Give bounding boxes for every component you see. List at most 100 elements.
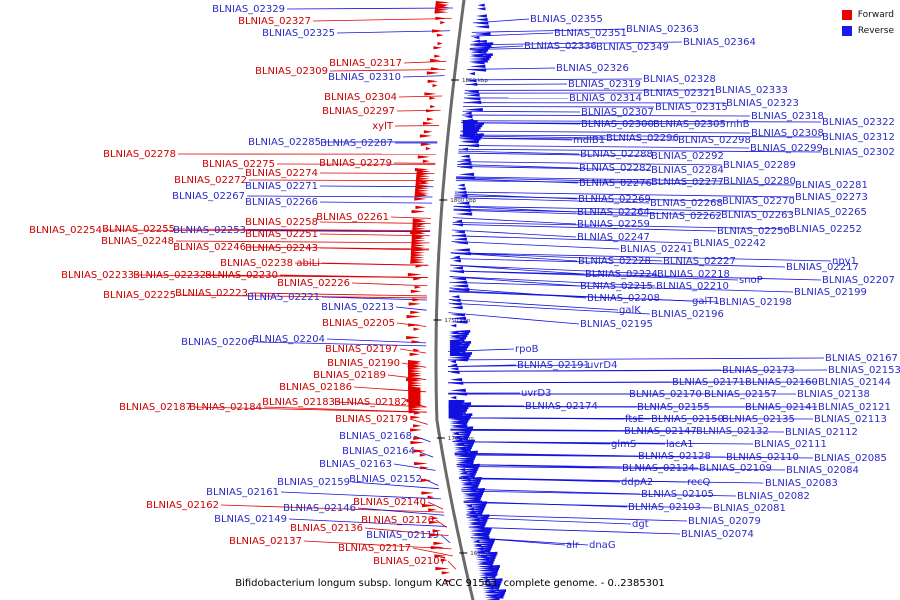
reverse-gene-arrow — [482, 589, 507, 592]
forward-gene-label: BLNIAS_02182 — [334, 397, 407, 408]
reverse-leader-line — [450, 258, 786, 268]
reverse-gene-arrow — [453, 241, 468, 245]
reverse-gene-label: BLNIAS_02227 — [663, 256, 736, 267]
forward-gene-label: BLNIAS_02140 — [353, 497, 426, 508]
forward-gene-arrow — [413, 449, 426, 453]
forward-gene-arrow — [413, 277, 422, 281]
reverse-gene-label: BLNIAS_02215 — [580, 281, 653, 292]
forward-leader-line — [247, 229, 431, 233]
reverse-gene-label: BLNIAS_02323 — [726, 98, 799, 109]
reverse-gene-arrow — [479, 578, 503, 581]
reverse-gene-arrow — [465, 100, 482, 104]
reverse-gene-arrow — [471, 540, 495, 544]
forward-gene-arrow — [414, 194, 429, 197]
forward-leader-line — [395, 306, 427, 311]
reverse-gene-arrow — [469, 68, 487, 72]
reverse-leader-line — [448, 312, 580, 325]
reverse-gene-arrow — [461, 492, 483, 496]
reverse-leader-line — [470, 41, 683, 46]
reverse-gene-arrow — [467, 521, 487, 524]
forward-gene-label: BLNIAS_02246 — [173, 242, 246, 253]
forward-gene-arrow — [411, 210, 426, 214]
forward-gene-arrow — [429, 533, 443, 537]
forward-gene-arrow — [406, 315, 421, 319]
reverse-gene-arrow — [451, 277, 467, 281]
forward-gene-arrow — [413, 348, 421, 352]
forward-gene-arrow — [440, 558, 448, 562]
reverse-gene-arrow — [453, 448, 471, 452]
reverse-gene-arrow — [449, 424, 467, 427]
forward-gene-label: BLNIAS_02226 — [277, 278, 350, 289]
forward-gene-arrow — [420, 478, 432, 482]
reverse-leader-line — [450, 252, 832, 262]
forward-leader-line — [303, 540, 452, 550]
forward-gene-arrow — [408, 376, 423, 380]
forward-gene-arrow — [408, 381, 423, 385]
reverse-gene-arrow — [456, 201, 470, 205]
reverse-gene-arrow — [468, 57, 490, 61]
forward-gene-arrow — [408, 372, 423, 375]
reverse-gene-arrow — [473, 32, 491, 36]
reverse-gene-arrow — [454, 452, 477, 456]
reverse-gene-arrow — [451, 284, 469, 288]
forward-gene-label: BLNIAS_02254 — [29, 225, 102, 236]
reverse-gene-arrow — [479, 576, 496, 579]
forward-gene-arrow — [406, 336, 421, 340]
reverse-gene-label: BLNIAS_02321 — [643, 88, 716, 99]
forward-gene-label: BLNIAS_02238 — [220, 258, 293, 269]
reverse-gene-label: BLNIAS_02349 — [596, 42, 669, 53]
reverse-gene-label: BLNIAS_02351 — [554, 28, 627, 39]
forward-gene-label: BLNIAS_02204 — [252, 334, 325, 345]
reverse-gene-arrow — [465, 512, 483, 515]
forward-gene-arrow — [408, 405, 423, 409]
reverse-gene-arrow — [459, 137, 481, 141]
forward-gene-label: BLNIAS_02179 — [335, 414, 408, 425]
forward-leader-line — [176, 228, 431, 232]
reverse-gene-label: BLNIAS_02082 — [737, 491, 810, 502]
reverse-leader-line — [451, 241, 620, 250]
reverse-gene-arrow — [474, 556, 496, 559]
reverse-leader-line — [459, 135, 606, 139]
reverse-gene-arrow — [450, 302, 462, 306]
forward-gene-label: BLNIAS_02271 — [245, 181, 318, 192]
reverse-leader-line — [463, 106, 655, 108]
reverse-leader-line — [461, 122, 726, 125]
reverse-gene-arrow — [469, 532, 490, 535]
forward-gene-label: BLNIAS_02149 — [214, 514, 287, 525]
reverse-gene-label: BLNIAS_02153 — [828, 365, 900, 376]
reverse-leader-line — [454, 197, 650, 204]
forward-gene-arrow — [415, 179, 430, 183]
forward-gene-arrow — [431, 516, 439, 520]
forward-gene-label: BLNIAS_02206 — [181, 337, 254, 348]
reverse-gene-arrow — [454, 455, 476, 458]
forward-gene-label: BLNIAS_02278 — [103, 149, 176, 160]
forward-gene-arrow — [410, 428, 423, 432]
forward-gene-arrow — [427, 79, 439, 83]
reverse-gene-label: BLNIAS_02157 — [704, 389, 777, 400]
forward-leader-line — [390, 216, 431, 219]
reverse-gene-arrow — [473, 540, 480, 544]
reverse-leader-line — [457, 165, 651, 171]
reverse-gene-arrow — [471, 538, 495, 542]
forward-gene-arrow — [408, 410, 423, 414]
reverse-gene-label: ddpA2 — [621, 477, 653, 488]
forward-leader-line — [399, 348, 427, 354]
reverse-gene-arrow — [468, 527, 492, 531]
forward-leader-line — [175, 240, 430, 244]
reverse-leader-line — [463, 502, 713, 509]
reverse-gene-arrow — [459, 139, 479, 143]
reverse-gene-label: BLNIAS_02364 — [683, 37, 756, 48]
reverse-gene-arrow — [470, 534, 489, 537]
forward-gene-arrow — [428, 508, 437, 512]
reverse-leader-line — [452, 222, 789, 230]
reverse-leader-line — [450, 428, 696, 432]
forward-gene-arrow — [408, 374, 423, 378]
forward-gene-arrow — [435, 16, 446, 20]
forward-leader-line — [248, 179, 434, 182]
forward-gene-arrow — [435, 1, 450, 4]
forward-gene-label: BLNIAS_02329 — [212, 4, 285, 15]
forward-leader-line — [279, 274, 428, 278]
forward-gene-arrow — [412, 424, 422, 428]
reverse-gene-label: BLNIAS_02195 — [580, 319, 653, 330]
